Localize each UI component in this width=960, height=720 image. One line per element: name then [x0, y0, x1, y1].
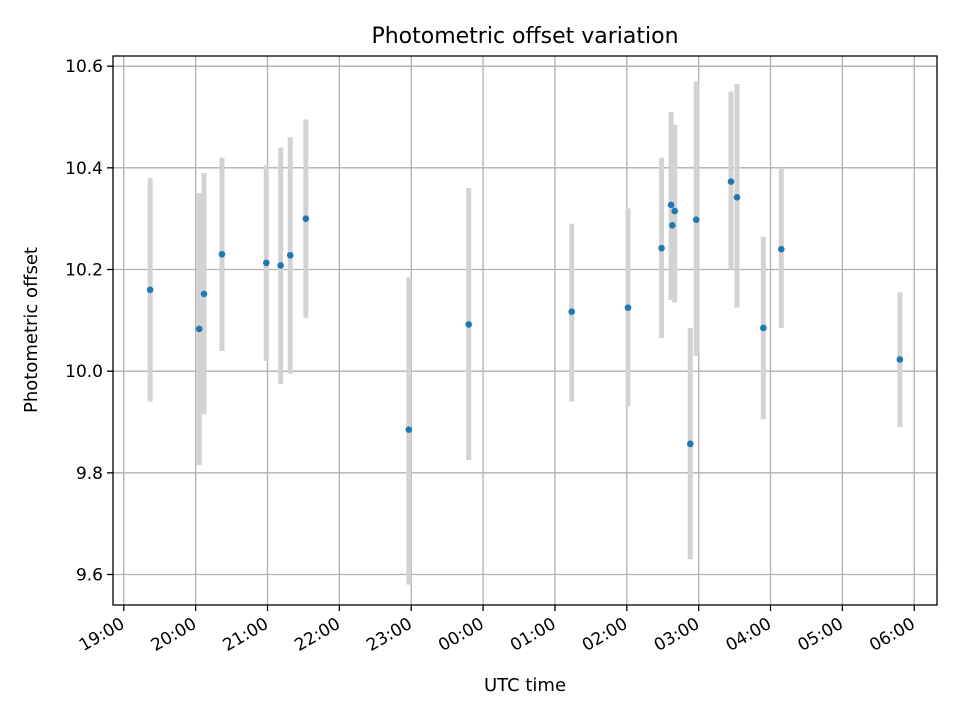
- y-tick-label: 9.8: [76, 464, 103, 484]
- data-point: [727, 178, 735, 185]
- chart-title: Photometric offset variation: [371, 24, 678, 49]
- data-point: [405, 426, 413, 433]
- data-point: [286, 251, 294, 259]
- data-point: [896, 356, 904, 363]
- data-point: [733, 194, 741, 201]
- data-point: [760, 324, 767, 332]
- data-point: [465, 321, 473, 328]
- data-points: [146, 178, 904, 448]
- data-point: [302, 215, 310, 222]
- data-point: [686, 440, 694, 448]
- data-point: [277, 262, 284, 269]
- y-axis-ticks: 9.6 9.8 10.0 10.2 10.4 10.6: [65, 57, 113, 586]
- y-tick-label: 10.6: [65, 57, 103, 77]
- data-point: [146, 286, 154, 294]
- data-point: [568, 308, 576, 315]
- data-point: [195, 325, 203, 333]
- data-point: [218, 250, 226, 258]
- y-axis-label: Photometric offset: [21, 247, 42, 413]
- y-tick-label: 10.0: [65, 362, 103, 382]
- data-point: [658, 244, 665, 252]
- data-point: [671, 207, 679, 215]
- data-point: [692, 216, 700, 223]
- grid: [113, 56, 937, 605]
- plot-frame: [112, 55, 938, 606]
- data-point: [667, 201, 675, 209]
- y-tick-label: 10.2: [65, 261, 103, 281]
- data-point: [263, 259, 270, 267]
- data-point: [200, 290, 208, 298]
- data-point: [778, 245, 785, 253]
- y-tick-label: 10.4: [65, 159, 103, 179]
- data-point: [624, 304, 632, 311]
- x-axis-label: UTC time: [484, 675, 566, 696]
- y-tick-label: 9.6: [76, 566, 103, 586]
- data-point: [669, 221, 676, 229]
